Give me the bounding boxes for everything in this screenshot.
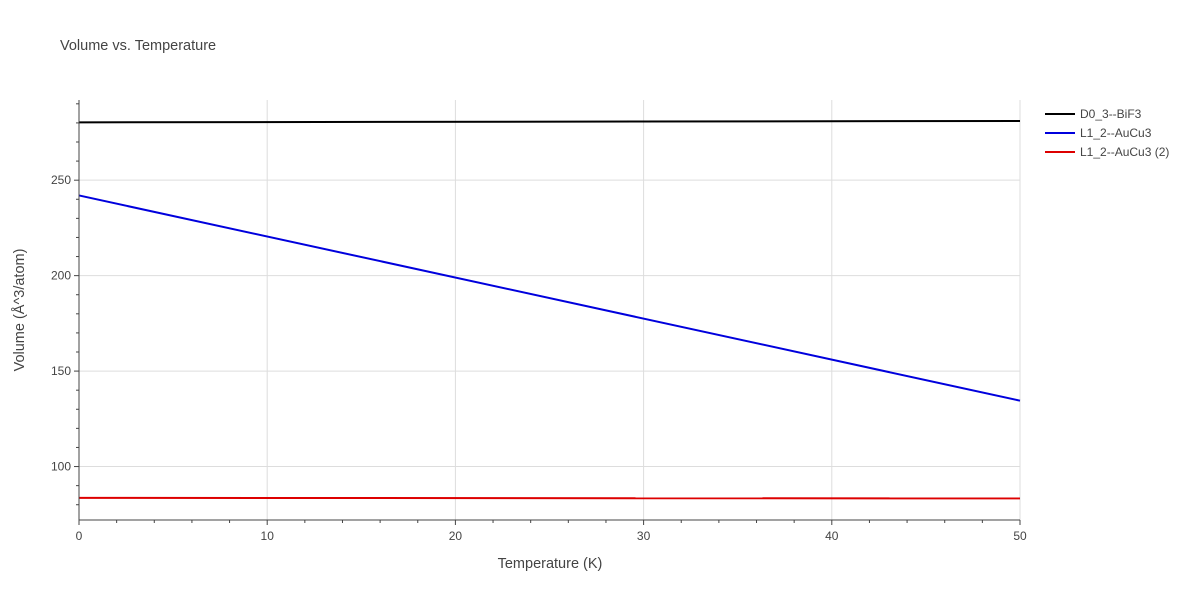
series-line-3[interactable]: [78, 496, 1021, 500]
y-tick-label: 250: [51, 173, 71, 187]
x-tick-label: 30: [637, 529, 651, 543]
series-line-2[interactable]: [78, 194, 1021, 402]
x-tick-label: 10: [261, 529, 275, 543]
y-axis-title: Volume (Å^3/atom): [11, 249, 28, 372]
chart-title: Volume vs. Temperature: [60, 38, 216, 54]
y-tick-label: 200: [51, 269, 71, 283]
legend-label: L1_2--AuCu3: [1080, 126, 1152, 140]
y-tick-label: 100: [51, 460, 71, 474]
x-axis-title: Temperature (K): [498, 556, 603, 572]
legend-label: L1_2--AuCu3 (2): [1080, 145, 1169, 159]
y-tick-label: 150: [51, 364, 71, 378]
grid: [79, 100, 1021, 520]
x-tick-label: 0: [76, 529, 83, 543]
x-tick-label: 20: [449, 529, 463, 543]
legend-item[interactable]: L1_2--AuCu3: [1045, 126, 1152, 140]
x-tick-label: 50: [1013, 529, 1027, 543]
legend-item[interactable]: L1_2--AuCu3 (2): [1045, 145, 1169, 159]
series-line-1[interactable]: [78, 120, 1021, 124]
legend-label: D0_3--BiF3: [1080, 107, 1142, 121]
axis-ticks: 0 10 20 30 40 50 100 150 200 250: [51, 103, 1027, 543]
x-tick-label: 40: [825, 529, 839, 543]
legend[interactable]: D0_3--BiF3 L1_2--AuCu3 L1_2--AuCu3 (2): [1045, 107, 1169, 159]
plot-area: [78, 120, 1021, 500]
legend-item[interactable]: D0_3--BiF3: [1045, 107, 1142, 121]
